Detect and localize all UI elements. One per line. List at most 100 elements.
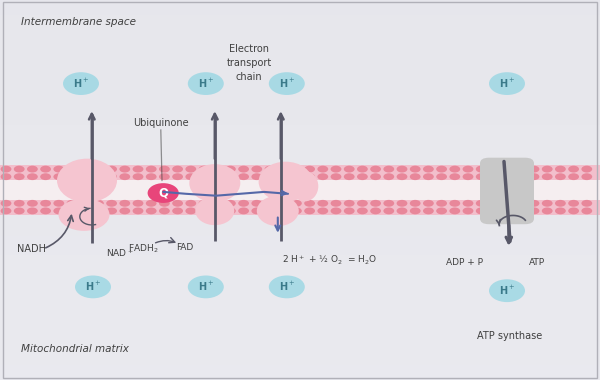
Circle shape: [119, 166, 130, 173]
Circle shape: [212, 166, 223, 173]
Circle shape: [410, 173, 421, 180]
FancyBboxPatch shape: [0, 165, 600, 180]
Circle shape: [106, 173, 117, 180]
Circle shape: [370, 207, 381, 214]
Circle shape: [370, 166, 381, 173]
Circle shape: [397, 200, 407, 207]
Circle shape: [463, 166, 473, 173]
Text: H$^+$: H$^+$: [197, 77, 214, 90]
Circle shape: [106, 166, 117, 173]
Circle shape: [502, 207, 513, 214]
FancyBboxPatch shape: [0, 200, 600, 215]
Circle shape: [146, 166, 157, 173]
Circle shape: [172, 166, 183, 173]
Circle shape: [172, 207, 183, 214]
Circle shape: [225, 173, 236, 180]
Circle shape: [344, 200, 355, 207]
Circle shape: [529, 207, 539, 214]
Circle shape: [199, 200, 209, 207]
Circle shape: [331, 166, 341, 173]
Circle shape: [423, 200, 434, 207]
Circle shape: [40, 207, 51, 214]
Circle shape: [397, 207, 407, 214]
Circle shape: [291, 166, 302, 173]
Circle shape: [317, 173, 328, 180]
Circle shape: [119, 207, 130, 214]
Circle shape: [27, 173, 38, 180]
Circle shape: [515, 207, 526, 214]
Circle shape: [119, 173, 130, 180]
Circle shape: [172, 173, 183, 180]
Circle shape: [27, 200, 38, 207]
Circle shape: [489, 166, 500, 173]
Circle shape: [449, 166, 460, 173]
Circle shape: [225, 166, 236, 173]
Circle shape: [40, 166, 51, 173]
Circle shape: [199, 166, 209, 173]
Circle shape: [212, 207, 223, 214]
Circle shape: [1, 207, 11, 214]
Text: H$^+$: H$^+$: [197, 280, 214, 293]
Circle shape: [383, 166, 394, 173]
Circle shape: [581, 200, 592, 207]
Circle shape: [436, 166, 447, 173]
Circle shape: [133, 173, 143, 180]
Circle shape: [53, 173, 64, 180]
Circle shape: [265, 207, 275, 214]
Circle shape: [555, 207, 566, 214]
Circle shape: [331, 207, 341, 214]
Circle shape: [423, 207, 434, 214]
Text: Ubiquinone: Ubiquinone: [133, 119, 188, 128]
Circle shape: [463, 173, 473, 180]
Text: Q: Q: [158, 187, 168, 200]
Circle shape: [410, 166, 421, 173]
Text: ATP: ATP: [529, 258, 545, 267]
Text: H$^+$: H$^+$: [278, 280, 295, 293]
Circle shape: [502, 173, 513, 180]
Text: Mitochondrial matrix: Mitochondrial matrix: [21, 344, 129, 354]
Circle shape: [265, 200, 275, 207]
Circle shape: [93, 173, 104, 180]
Circle shape: [476, 166, 487, 173]
FancyBboxPatch shape: [480, 158, 534, 224]
Circle shape: [515, 173, 526, 180]
Circle shape: [357, 166, 368, 173]
Ellipse shape: [257, 196, 299, 226]
Circle shape: [436, 207, 447, 214]
Circle shape: [476, 207, 487, 214]
Circle shape: [80, 166, 91, 173]
Circle shape: [502, 200, 513, 207]
Circle shape: [172, 200, 183, 207]
Circle shape: [93, 166, 104, 173]
Circle shape: [225, 207, 236, 214]
Circle shape: [568, 173, 579, 180]
Circle shape: [410, 200, 421, 207]
Circle shape: [291, 200, 302, 207]
Circle shape: [476, 173, 487, 180]
Circle shape: [199, 173, 209, 180]
Circle shape: [344, 207, 355, 214]
Circle shape: [529, 166, 539, 173]
Circle shape: [542, 207, 553, 214]
Circle shape: [251, 173, 262, 180]
Circle shape: [317, 166, 328, 173]
Circle shape: [238, 207, 249, 214]
Circle shape: [397, 166, 407, 173]
Circle shape: [93, 200, 104, 207]
Circle shape: [278, 200, 289, 207]
Text: H$^+$: H$^+$: [85, 280, 101, 293]
Circle shape: [106, 200, 117, 207]
Circle shape: [357, 200, 368, 207]
Circle shape: [80, 207, 91, 214]
Circle shape: [14, 166, 25, 173]
Circle shape: [344, 166, 355, 173]
Circle shape: [40, 200, 51, 207]
Circle shape: [489, 207, 500, 214]
Circle shape: [529, 173, 539, 180]
Circle shape: [529, 200, 539, 207]
Circle shape: [449, 173, 460, 180]
Circle shape: [555, 173, 566, 180]
Circle shape: [370, 200, 381, 207]
Text: ADP + P: ADP + P: [446, 258, 484, 267]
Ellipse shape: [196, 197, 234, 225]
